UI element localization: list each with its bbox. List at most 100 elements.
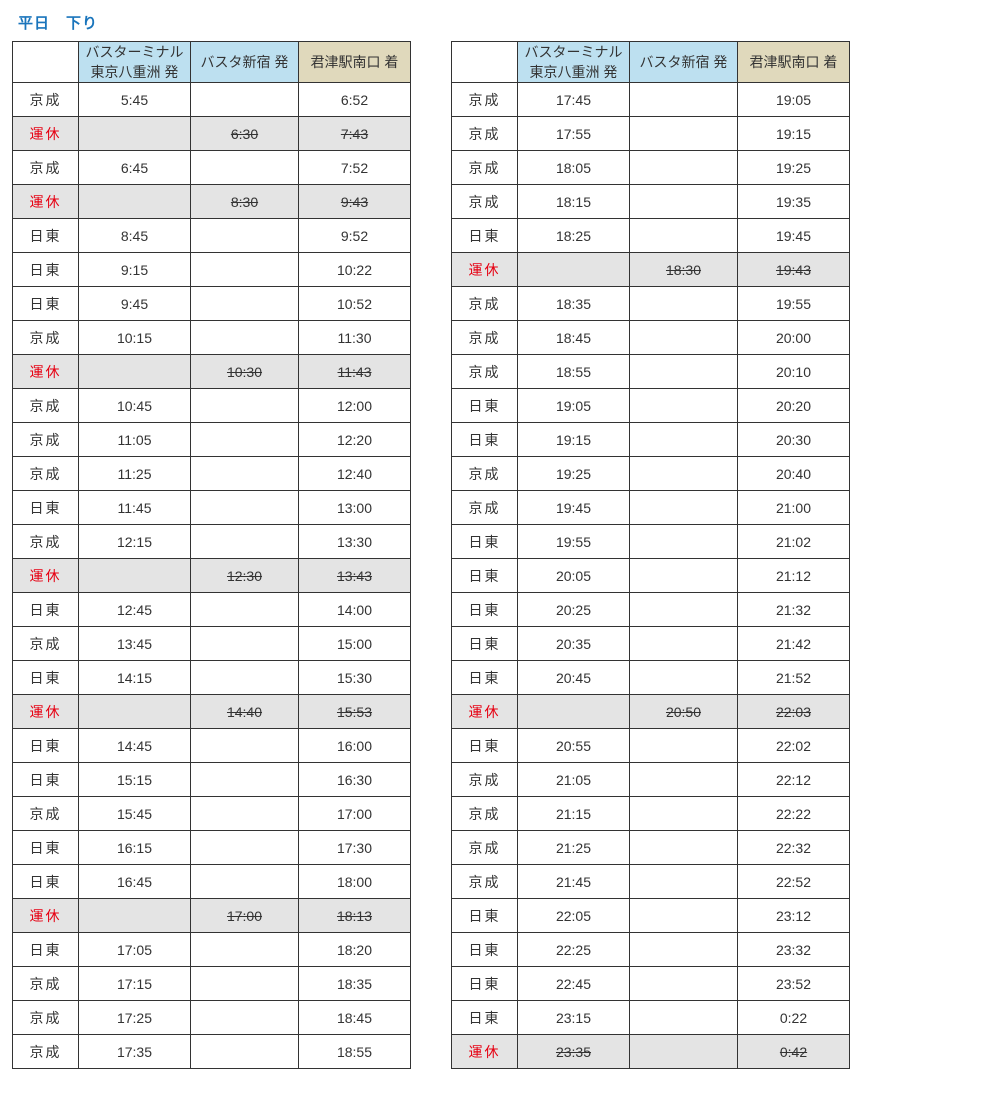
time-cell: 0:22 [738,1001,850,1035]
table-row: 京成13:4515:00 [13,627,411,661]
operator-cell: 運休 [13,355,79,389]
table-row: 京成19:4521:00 [452,491,850,525]
table-row: 日東14:1515:30 [13,661,411,695]
time-cell: 16:30 [299,763,411,797]
time-cell [79,355,191,389]
time-cell: 20:55 [518,729,630,763]
time-cell: 20:20 [738,389,850,423]
table-row: 日東16:1517:30 [13,831,411,865]
time-cell [630,729,738,763]
time-cell [630,219,738,253]
time-cell: 13:00 [299,491,411,525]
time-cell [518,253,630,287]
time-cell: 17:45 [518,83,630,117]
table-row: 運休12:3013:43 [13,559,411,593]
time-cell: 18:45 [299,1001,411,1035]
time-cell: 23:12 [738,899,850,933]
time-cell [191,151,299,185]
time-cell [191,967,299,1001]
time-cell: 22:05 [518,899,630,933]
operator-cell: 運休 [13,695,79,729]
time-cell: 20:30 [738,423,850,457]
time-cell: 13:45 [79,627,191,661]
table-row: 京成10:1511:30 [13,321,411,355]
operator-cell: 日東 [452,219,518,253]
operator-cell: 日東 [13,593,79,627]
table-row: 運休8:309:43 [13,185,411,219]
time-cell: 21:00 [738,491,850,525]
table-row: 京成11:0512:20 [13,423,411,457]
table-row: 日東15:1516:30 [13,763,411,797]
operator-cell: 京成 [452,797,518,831]
time-cell: 19:35 [738,185,850,219]
time-cell: 20:25 [518,593,630,627]
time-cell: 22:02 [738,729,850,763]
header-row: バスターミナル東京八重洲 発 バスタ新宿 発 君津駅南口 着 [13,42,411,83]
time-cell: 20:45 [518,661,630,695]
time-cell [191,763,299,797]
time-cell: 17:30 [299,831,411,865]
operator-cell: 日東 [13,831,79,865]
operator-cell: 日東 [452,933,518,967]
operator-cell: 日東 [13,287,79,321]
operator-cell: 日東 [452,593,518,627]
table-row: 日東19:5521:02 [452,525,850,559]
time-cell: 17:00 [191,899,299,933]
time-cell: 19:25 [518,457,630,491]
time-cell: 11:30 [299,321,411,355]
table-row: 日東8:459:52 [13,219,411,253]
time-cell [630,933,738,967]
time-cell: 16:00 [299,729,411,763]
time-cell [191,491,299,525]
time-cell: 12:20 [299,423,411,457]
time-cell [518,695,630,729]
time-cell [191,797,299,831]
header-row: バスターミナル東京八重洲 発 バスタ新宿 発 君津駅南口 着 [452,42,850,83]
time-cell: 14:45 [79,729,191,763]
operator-cell: 運休 [452,1035,518,1069]
table-row: 日東22:2523:32 [452,933,850,967]
time-cell: 12:40 [299,457,411,491]
table-row: 京成17:4519:05 [452,83,850,117]
time-cell: 9:52 [299,219,411,253]
operator-cell: 京成 [13,151,79,185]
operator-cell: 日東 [13,763,79,797]
time-cell: 18:05 [518,151,630,185]
time-cell: 18:55 [299,1035,411,1069]
header-dep2: バスタ新宿 発 [630,42,738,83]
table-row: 日東20:5522:02 [452,729,850,763]
time-cell: 9:15 [79,253,191,287]
operator-cell: 日東 [13,933,79,967]
time-cell: 20:35 [518,627,630,661]
time-cell: 16:45 [79,865,191,899]
header-dep1: バスターミナル東京八重洲 発 [518,42,630,83]
time-cell [630,321,738,355]
time-cell: 7:43 [299,117,411,151]
operator-cell: 京成 [452,83,518,117]
time-cell [630,457,738,491]
time-cell: 15:45 [79,797,191,831]
time-cell [191,423,299,457]
time-cell: 19:43 [738,253,850,287]
time-cell: 15:00 [299,627,411,661]
time-cell: 17:00 [299,797,411,831]
operator-cell: 京成 [13,967,79,1001]
table-row: 京成19:2520:40 [452,457,850,491]
time-cell: 14:00 [299,593,411,627]
table-row: 京成18:5520:10 [452,355,850,389]
time-cell: 20:00 [738,321,850,355]
time-cell: 10:45 [79,389,191,423]
time-cell: 19:05 [518,389,630,423]
time-cell: 11:25 [79,457,191,491]
time-cell [191,321,299,355]
time-cell: 20:50 [630,695,738,729]
time-cell: 18:30 [630,253,738,287]
time-cell [630,627,738,661]
time-cell: 12:00 [299,389,411,423]
time-cell [630,423,738,457]
time-cell: 22:12 [738,763,850,797]
time-cell [630,117,738,151]
operator-cell: 京成 [452,457,518,491]
time-cell: 21:02 [738,525,850,559]
table-row: 運休14:4015:53 [13,695,411,729]
